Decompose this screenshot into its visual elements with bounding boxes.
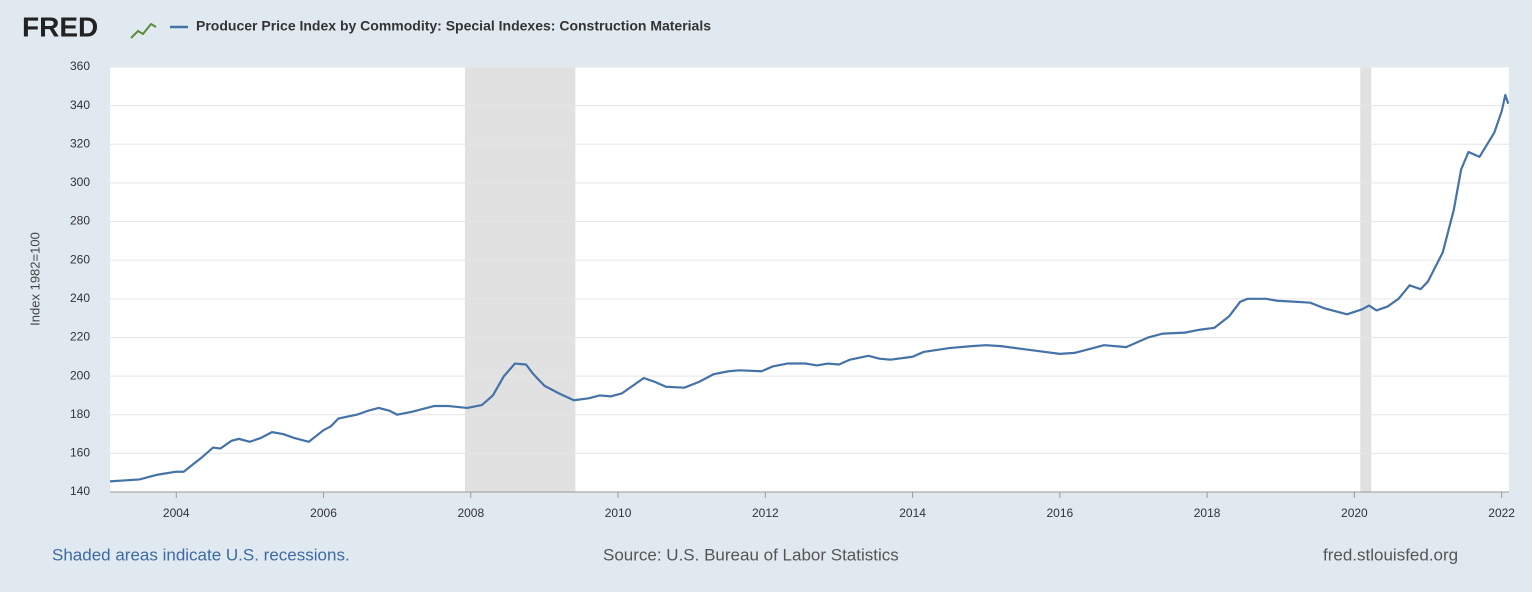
x-tick-label: 2010	[605, 506, 632, 520]
y-tick-label: 140	[70, 484, 90, 498]
y-tick-label: 160	[70, 446, 90, 460]
y-tick-label: 200	[70, 368, 90, 382]
recession-note: Shaded areas indicate U.S. recessions.	[52, 545, 350, 564]
y-axis-label: Index 1982=100	[27, 232, 42, 326]
data-line	[109, 93, 1510, 483]
source: Source: U.S. Bureau of Labor Statistics	[603, 545, 899, 564]
x-tick-label: 2014	[899, 506, 926, 520]
x-tick-label: 2016	[1046, 506, 1073, 520]
y-tick-label: 220	[70, 330, 90, 344]
y-tick-label: 280	[70, 214, 90, 228]
recession-shade	[464, 67, 576, 492]
legend-label: Producer Price Index by Commodity: Speci…	[196, 18, 711, 34]
y-tick-label: 320	[70, 136, 90, 150]
y-tick-label: 260	[70, 252, 90, 266]
x-tick-label: 2018	[1194, 506, 1221, 520]
x-tick-label: 2006	[310, 506, 337, 520]
y-tick-label: 340	[70, 98, 90, 112]
site: fred.stlouisfed.org	[1323, 545, 1458, 564]
recession-shade	[1360, 67, 1372, 492]
x-tick-label: 2008	[457, 506, 484, 520]
logo: FRED	[22, 11, 98, 42]
x-tick-label: 2004	[163, 506, 190, 520]
y-tick-label: 240	[70, 291, 90, 305]
x-tick-label: 2022	[1488, 506, 1515, 520]
y-tick-label: 300	[70, 175, 90, 189]
plot-area	[110, 67, 1509, 492]
logo-icon	[130, 22, 157, 39]
y-tick-label: 360	[70, 59, 90, 73]
x-tick-label: 2012	[752, 506, 779, 520]
x-tick-label: 2020	[1341, 506, 1368, 520]
y-tick-label: 180	[70, 407, 90, 421]
